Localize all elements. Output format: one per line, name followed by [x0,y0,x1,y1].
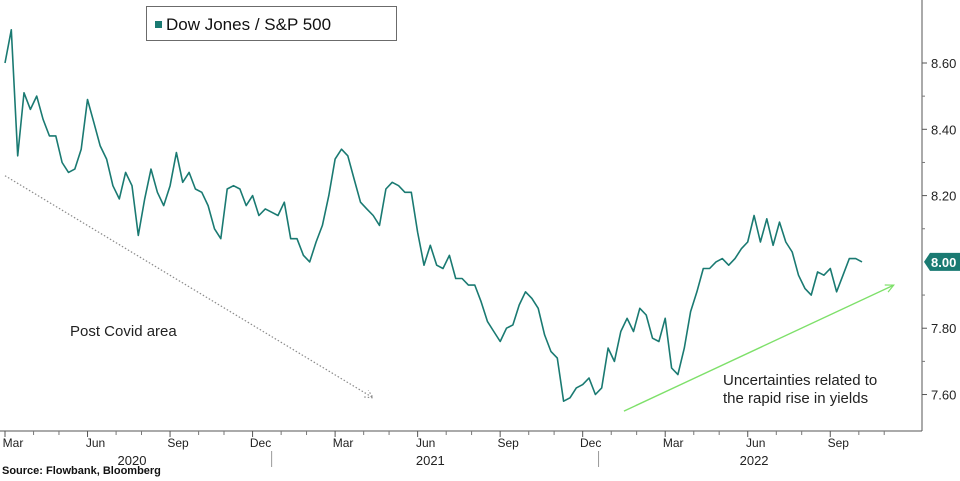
last-value-tag [924,252,960,271]
trend-arrow-up [623,284,895,412]
y-tick-label: 7.80 [931,321,956,336]
trend-arrowhead-up [884,284,895,293]
x-tick-label: Mar [663,436,684,450]
series-line-dow-sp [4,28,863,403]
legend-label: Dow Jones / S&P 500 [166,15,332,34]
x-axis: Mar Jun Sep Dec Mar Jun Sep Dec Mar Jun Sep 2020 202… [3,431,885,468]
trend-arrowhead-down [364,389,375,399]
annotation-line: Post Covid area [70,323,177,340]
x-tick-label: Sep [497,436,519,450]
last-value-label: 8.00 [931,255,956,270]
trend-arrow-down [4,175,374,399]
y-tick-label: 7.60 [931,388,956,403]
annotation-post-covid: Post Covid area [70,323,177,340]
x-tick-label: Dec [250,436,271,450]
annotation-line: the rapid rise in yields [723,390,868,407]
x-tick-label: Jun [416,436,435,450]
plot-frame [0,0,923,432]
series-layer: 8.00 [4,28,960,403]
y-tick-label: 8.20 [931,189,956,204]
x-tick-label: Jun [746,436,765,450]
year-label: 2021 [416,453,445,468]
x-tick-label: Sep [167,436,189,450]
trend-arrows [4,175,895,412]
y-tick-label: 8.60 [931,56,956,71]
legend-swatch [155,21,162,28]
annotation-uncertainties: Uncertainties related to the rapid rise i… [723,372,877,407]
year-label: 2022 [740,453,769,468]
year-label: 2020 [118,453,147,468]
annotation-line: Uncertainties related to [723,372,877,389]
x-tick-label: Sep [828,436,850,450]
x-tick-label: Jun [86,436,105,450]
legend: Dow Jones / S&P 500 [146,6,397,41]
source-note: Source: Flowbank, Bloomberg [2,465,161,477]
x-tick-label: Dec [580,436,601,450]
y-axis: 8.60 8.40 8.20 7.80 7.60 [922,56,956,403]
annotations: Post Covid area Uncertainties related to t… [70,323,877,407]
y-tick-label: 8.40 [931,122,956,137]
x-tick-label: Mar [333,436,354,450]
x-tick-label: Mar [3,436,24,450]
